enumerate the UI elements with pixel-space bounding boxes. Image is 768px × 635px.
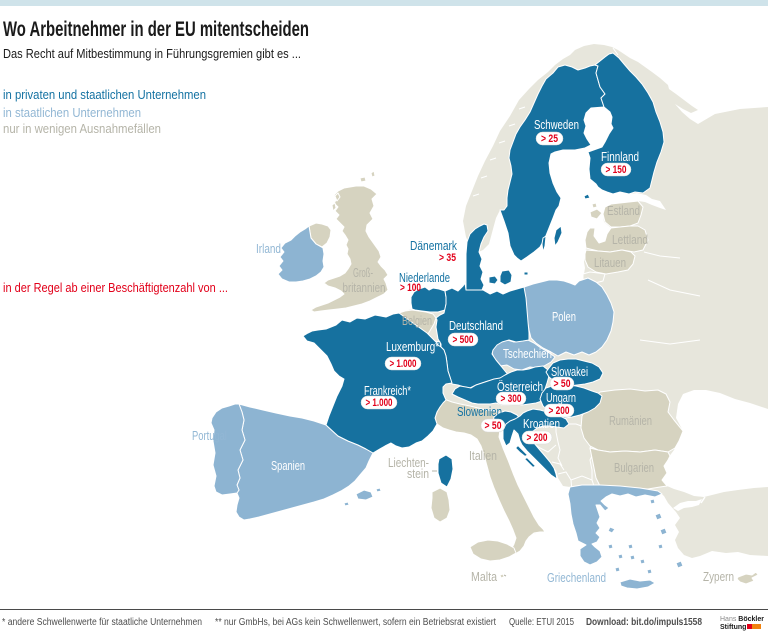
svg-text:Luxemburg*: Luxemburg*	[386, 339, 439, 354]
svg-text:> 50: > 50	[485, 420, 502, 432]
svg-text:Österreich: Österreich	[497, 379, 543, 394]
svg-text:Italien: Italien	[469, 448, 497, 463]
svg-text:in staatlichen Unternehmen: in staatlichen Unternehmen	[3, 105, 141, 120]
svg-text:in der Regel ab einer Beschäft: in der Regel ab einer Beschäftigtenzahl …	[3, 280, 228, 295]
svg-text:Stiftung: Stiftung	[720, 624, 746, 631]
svg-text:Irland: Irland	[256, 241, 281, 256]
svg-text:stein: stein	[407, 466, 429, 481]
svg-text:> 1.000: > 1.000	[390, 358, 417, 370]
svg-text:> 50: > 50	[554, 378, 571, 390]
svg-text:> 1.000: > 1.000	[366, 397, 393, 409]
svg-text:nur in wenigen Ausnahmefällen: nur in wenigen Ausnahmefällen	[3, 121, 161, 136]
svg-text:* andere Schwellenwerte für st: * andere Schwellenwerte für staatliche U…	[2, 617, 202, 628]
svg-text:Portugal: Portugal	[192, 428, 227, 443]
svg-text:** nur GmbHs, bei AGs kein Sch: ** nur GmbHs, bei AGs kein Schwellenwert…	[215, 617, 496, 628]
svg-text:Slowenien: Slowenien	[457, 404, 502, 419]
svg-text:Dänemark: Dänemark	[410, 238, 457, 253]
svg-text:Frankreich*: Frankreich*	[364, 383, 411, 398]
svg-text:Griechenland: Griechenland	[547, 570, 606, 585]
svg-text:> 35: > 35	[439, 252, 456, 264]
svg-text:Hans Böckler: Hans Böckler	[720, 616, 764, 623]
svg-text:Slowakei: Slowakei	[551, 364, 588, 379]
svg-text:> 25: > 25	[541, 133, 558, 145]
svg-text:Wo Arbeitnehmer in der EU mite: Wo Arbeitnehmer in der EU mitentscheiden	[3, 18, 309, 41]
svg-text:in privaten und staatlichen Un: in privaten und staatlichen Unternehmen	[3, 87, 206, 102]
svg-text:Estland: Estland	[607, 203, 640, 218]
svg-text:Niederlande: Niederlande	[399, 270, 450, 285]
svg-text:Rumänien: Rumänien	[609, 413, 652, 428]
svg-text:> 200: > 200	[527, 432, 548, 444]
svg-text:britannien: britannien	[343, 280, 386, 295]
svg-text:> 200: > 200	[549, 405, 570, 417]
svg-text:Litauen: Litauen	[594, 255, 626, 270]
svg-text:Lettland: Lettland	[612, 232, 648, 247]
svg-text:Finnland: Finnland	[601, 149, 639, 164]
svg-text:Malta: Malta	[471, 569, 498, 584]
svg-text:Ungarn: Ungarn	[546, 390, 576, 405]
svg-text:Kroatien: Kroatien	[523, 416, 560, 431]
svg-text:Spanien: Spanien	[271, 458, 305, 473]
svg-text:> 100: > 100	[400, 282, 421, 294]
svg-text:Tschechien: Tschechien	[503, 346, 552, 361]
svg-text:Bulgarien: Bulgarien	[614, 460, 654, 475]
svg-text:Zypern: Zypern	[703, 569, 734, 584]
svg-text:Deutschland: Deutschland	[449, 318, 503, 333]
svg-text:Download: bit.do/impuls1558: Download: bit.do/impuls1558	[586, 617, 702, 628]
svg-text:Das Recht auf Mitbestimmung in: Das Recht auf Mitbestimmung in Führungsg…	[3, 46, 301, 61]
svg-text:> 500: > 500	[453, 334, 474, 346]
svg-text:> 150: > 150	[606, 164, 627, 176]
svg-text:Quelle: ETUI 2015: Quelle: ETUI 2015	[509, 617, 574, 628]
svg-text:Groß-: Groß-	[353, 265, 373, 280]
svg-text:> 300: > 300	[501, 393, 522, 405]
svg-text:Polen: Polen	[552, 309, 576, 324]
svg-text:Liechten-: Liechten-	[388, 455, 429, 470]
svg-text:Schweden: Schweden	[534, 117, 579, 132]
svg-text:Belgien: Belgien	[402, 313, 432, 328]
